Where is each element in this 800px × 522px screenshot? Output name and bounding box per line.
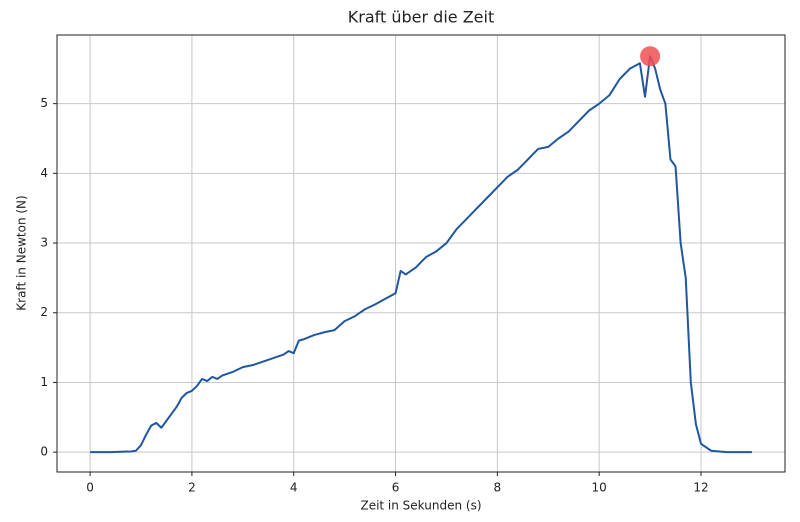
x-axis-label: Zeit in Sekunden (s): [360, 499, 481, 513]
plot-frame: [56, 34, 786, 473]
peak-marker: [640, 46, 661, 67]
x-tick-label: 0: [86, 481, 94, 495]
y-tick-label: 0: [40, 445, 48, 459]
y-axis-label: Kraft in Newton (N): [15, 195, 29, 310]
x-tick-label: 4: [290, 481, 298, 495]
chart-title: Kraft über die Zeit: [348, 8, 494, 27]
y-tick-label: 3: [40, 236, 48, 250]
data-line: [90, 55, 752, 454]
x-tick-label: 12: [693, 481, 708, 495]
y-tick-label: 1: [40, 375, 48, 389]
y-tick-label: 2: [40, 305, 48, 319]
x-tick-label: 6: [392, 481, 400, 495]
x-tick-label: 10: [592, 481, 607, 495]
x-tick-label: 8: [494, 481, 502, 495]
y-tick-label: 4: [40, 166, 48, 180]
y-tick-label: 5: [40, 96, 48, 110]
x-tick-label: 2: [188, 481, 196, 495]
